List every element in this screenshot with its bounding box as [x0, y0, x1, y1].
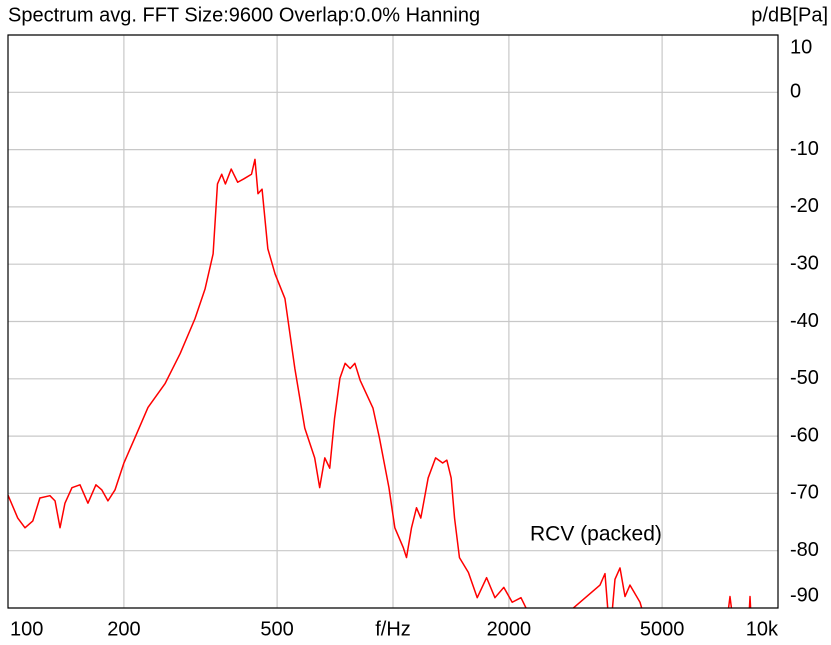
y-tick-label: -10 — [790, 138, 819, 160]
y-tick-label: 0 — [790, 81, 801, 103]
y-tick-label: -30 — [790, 252, 819, 274]
x-tick-label: 10k — [746, 618, 779, 640]
y-tick-label: -20 — [790, 195, 819, 217]
x-tick-label: 500 — [260, 618, 293, 640]
x-tick-label: f/Hz — [375, 618, 411, 640]
y-axis-label: p/dB[Pa] — [751, 4, 828, 26]
y-tick-label: -60 — [790, 424, 819, 446]
x-tick-label: 2000 — [487, 618, 532, 640]
annotation: RCV (packed) — [530, 523, 662, 546]
y-tick-label: -80 — [790, 539, 819, 561]
x-tick-label: 5000 — [640, 618, 685, 640]
lines — [8, 158, 752, 608]
y-tick-label: 10 — [790, 36, 812, 58]
grid — [8, 34, 778, 609]
y-tick-label: -50 — [790, 367, 819, 389]
spectrum-line — [8, 158, 752, 608]
plot-border — [7, 34, 779, 609]
y-tick-label: -40 — [790, 310, 819, 332]
x-tick-label: 100 — [10, 618, 43, 640]
chart-title: Spectrum avg. FFT Size:9600 Overlap:0.0%… — [8, 4, 480, 26]
y-tick-label: -90 — [790, 584, 819, 606]
x-tick-label: 200 — [107, 618, 140, 640]
y-tick-label: -70 — [790, 482, 819, 504]
